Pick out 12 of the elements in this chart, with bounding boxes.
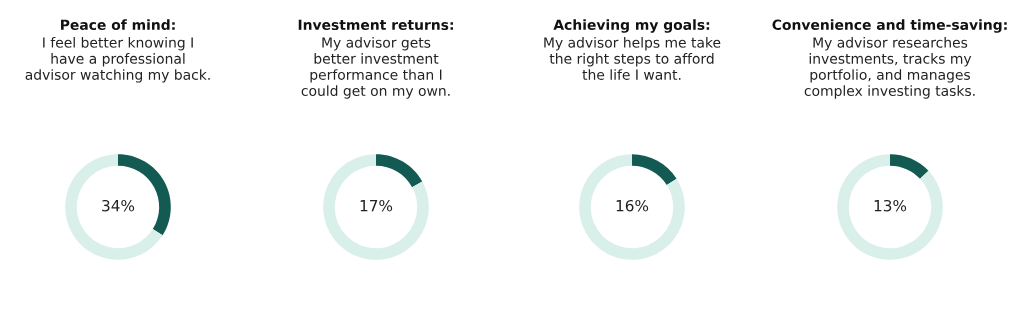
chart-subtitle: I feel better knowing I have a professional advisor watching my back. [25, 37, 210, 83]
data-label: 34% [102, 199, 135, 212]
data-label: 16% [616, 199, 649, 212]
chart-subtitle: My advisor researches investments, tracks my portfolio, and manages complex investing tasks. [804, 37, 975, 99]
chart-subtitle: My advisor helps me take the right steps to afford the life I want. [544, 37, 721, 80]
chart-title: Peace of mind: [61, 19, 175, 31]
chart-title: Convenience and time-saving: [772, 19, 1007, 33]
chart-title: Achieving my goals: [553, 19, 710, 33]
chart-subtitle: My advisor gets better investment performance than I could get on my own. [301, 37, 450, 99]
data-label: 13% [874, 199, 907, 212]
data-label: 17% [360, 199, 393, 212]
chart-title: Investment returns: [298, 19, 453, 31]
